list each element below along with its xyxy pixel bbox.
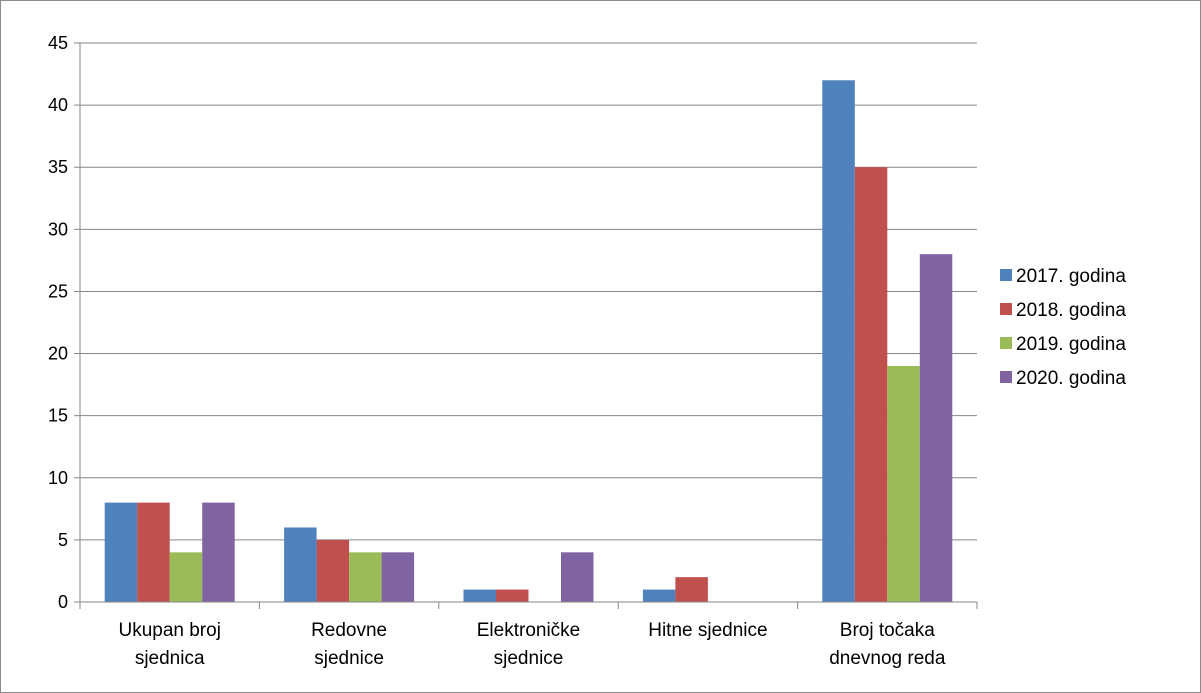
legend-swatch — [1000, 371, 1012, 383]
y-tick-label: 35 — [48, 157, 68, 177]
y-tick-label: 15 — [48, 406, 68, 426]
bar — [919, 254, 953, 602]
y-tick-label: 0 — [58, 592, 68, 612]
y-tick-label: 5 — [58, 530, 68, 550]
y-axis-tick-labels: 0 5 10 15 20 25 30 35 40 45 — [48, 33, 68, 612]
bar — [284, 527, 317, 602]
bar — [104, 502, 138, 602]
y-tick-label: 25 — [48, 281, 68, 301]
bar — [349, 552, 382, 602]
bar — [854, 167, 888, 602]
bars — [104, 80, 953, 603]
y-tick-label: 10 — [48, 468, 68, 488]
x-category-label: Redovne sjednice — [311, 620, 387, 669]
legend-label: 2019. godina — [1016, 334, 1126, 355]
bar — [642, 589, 676, 602]
bar — [887, 365, 920, 602]
x-axis-category-labels: Ukupan broj sjednica Redovne sjednice Elektr… — [118, 620, 945, 669]
bar — [463, 589, 496, 602]
x-category-label: Elektroničke sjednice — [477, 620, 581, 669]
bar — [202, 502, 235, 602]
legend-swatch — [1000, 269, 1012, 281]
y-tick-label: 30 — [48, 219, 68, 239]
bar — [822, 80, 855, 603]
legend-label: 2017. godina — [1016, 266, 1126, 287]
x-category-label: Broj točaka dnevnog reda — [829, 620, 946, 669]
axes — [74, 42, 978, 609]
y-tick-label: 40 — [48, 95, 68, 115]
legend: 2017. godina 2018. godina 2019. godina 2020… — [1000, 266, 1126, 389]
x-category-label: Ukupan broj sjednica — [118, 620, 220, 669]
bar — [169, 552, 203, 602]
x-category-label: Hitne sjednice — [648, 620, 767, 641]
legend-label: 2020. godina — [1016, 368, 1126, 389]
bar — [561, 552, 594, 602]
bar — [675, 577, 708, 602]
legend-label: 2018. godina — [1016, 300, 1126, 321]
y-tick-label: 20 — [48, 344, 68, 364]
bar — [316, 539, 350, 602]
legend-swatch — [1000, 303, 1012, 315]
bar — [496, 589, 529, 602]
legend-swatch — [1000, 337, 1012, 349]
bar — [137, 502, 170, 602]
bar — [381, 552, 415, 602]
y-tick-label: 45 — [48, 33, 68, 53]
